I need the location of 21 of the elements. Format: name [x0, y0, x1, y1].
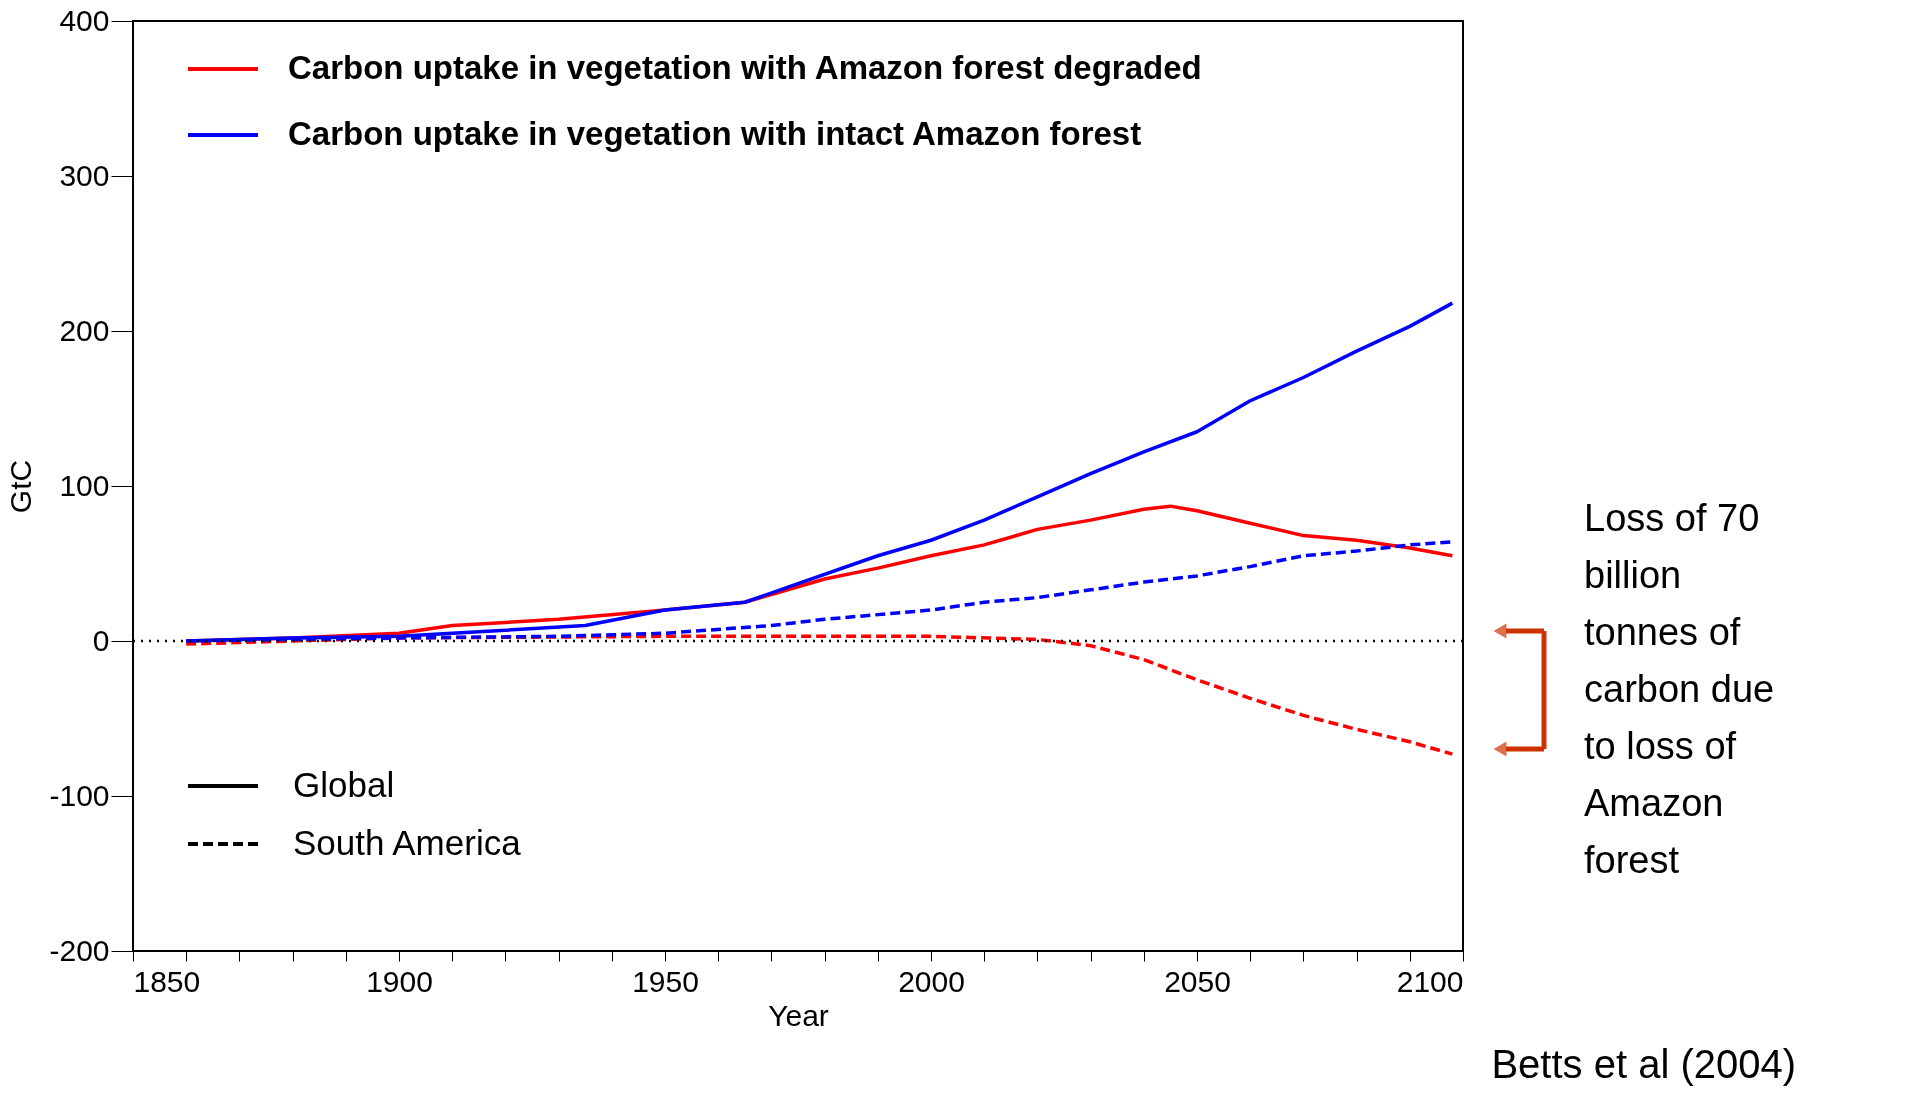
x-tick-label: 1850: [133, 964, 201, 998]
legend-label: Carbon uptake in vegetation with intact Amazon forest: [288, 115, 1142, 152]
legend-label: Carbon uptake in vegetation with Amazon forest degraded: [288, 49, 1202, 86]
x-axis-title: Year: [768, 998, 829, 1032]
x-tick-label: 1950: [632, 964, 699, 998]
y-tick-label: -200: [49, 933, 110, 967]
y-tick-label: 200: [59, 313, 110, 347]
text: Betts et al (2004): [1491, 1042, 1796, 1086]
text: Loss of 70 billion tonnes of carbon due to loss of Amazon forest: [1584, 497, 1775, 881]
y-axis-title: GtC: [4, 459, 38, 514]
x-tick-label: 1900: [366, 964, 433, 998]
x-tick-label: 2000: [898, 964, 965, 998]
annotation: Global: [293, 765, 395, 804]
y-tick-label: -100: [49, 778, 110, 812]
y-tick-label: 300: [59, 158, 110, 192]
y-tick-label: 0: [92, 623, 110, 657]
annotation: South America: [293, 823, 522, 862]
x-tick-label: 2050: [1164, 964, 1231, 998]
y-tick-label: 100: [59, 468, 110, 502]
y-tick-label: 400: [59, 3, 110, 37]
x-tick-label: 2100: [1396, 964, 1464, 998]
